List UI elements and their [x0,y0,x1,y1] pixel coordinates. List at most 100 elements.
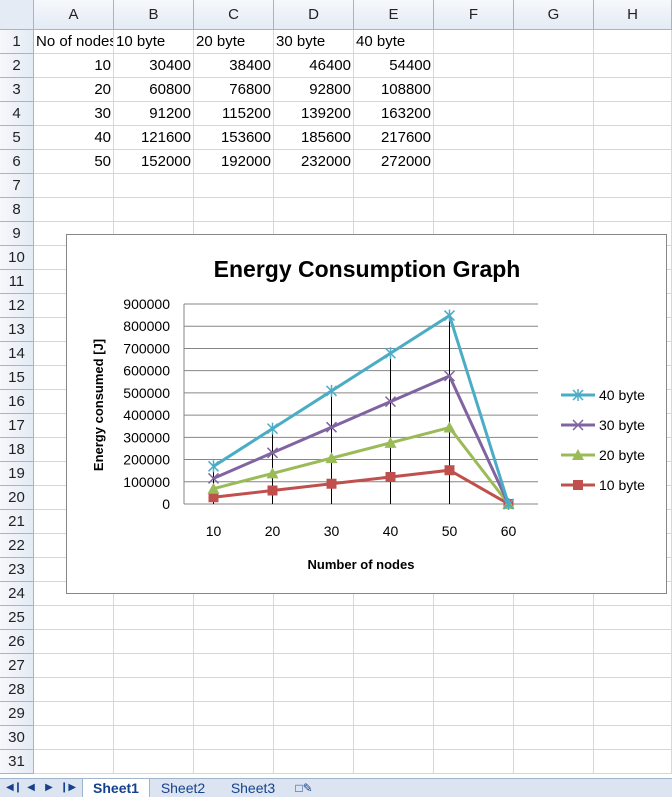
row-header-16[interactable]: 16 [0,390,34,414]
last-sheet-icon[interactable]: ❙▶ [60,782,77,793]
cell-b6[interactable]: 152000 [114,150,194,174]
cell-a31[interactable] [34,750,114,774]
cell-g7[interactable] [514,174,594,198]
first-sheet-icon[interactable]: ◀❙ [6,782,23,793]
cell-h27[interactable] [594,654,672,678]
column-header-d[interactable]: D [274,0,354,30]
cell-h2[interactable] [594,54,672,78]
cell-f2[interactable] [434,54,514,78]
cell-c30[interactable] [194,726,274,750]
cell-g5[interactable] [514,126,594,150]
cell-b3[interactable]: 60800 [114,78,194,102]
row-header-25[interactable]: 25 [0,606,34,630]
cell-g6[interactable] [514,150,594,174]
column-header-e[interactable]: E [354,0,434,30]
cell-f8[interactable] [434,198,514,222]
cell-g3[interactable] [514,78,594,102]
column-header-a[interactable]: A [34,0,114,30]
cell-f3[interactable] [434,78,514,102]
row-header-26[interactable]: 26 [0,630,34,654]
row-header-1[interactable]: 1 [0,30,34,54]
cell-d31[interactable] [274,750,354,774]
cell-c7[interactable] [194,174,274,198]
cell-e2[interactable]: 54400 [354,54,434,78]
prev-sheet-icon[interactable]: ◀ [27,782,35,793]
cell-b2[interactable]: 30400 [114,54,194,78]
cell-e5[interactable]: 217600 [354,126,434,150]
cell-e30[interactable] [354,726,434,750]
column-header-c[interactable]: C [194,0,274,30]
row-header-12[interactable]: 12 [0,294,34,318]
cell-b31[interactable] [114,750,194,774]
cell-c26[interactable] [194,630,274,654]
cell-c28[interactable] [194,678,274,702]
row-header-11[interactable]: 11 [0,270,34,294]
cell-d30[interactable] [274,726,354,750]
cell-a25[interactable] [34,606,114,630]
cell-e26[interactable] [354,630,434,654]
cell-g28[interactable] [514,678,594,702]
cell-h29[interactable] [594,702,672,726]
row-header-10[interactable]: 10 [0,246,34,270]
row-header-9[interactable]: 9 [0,222,34,246]
cell-b29[interactable] [114,702,194,726]
cell-b28[interactable] [114,678,194,702]
cell-b7[interactable] [114,174,194,198]
column-header-g[interactable]: G [514,0,594,30]
cell-h4[interactable] [594,102,672,126]
cell-h8[interactable] [594,198,672,222]
row-header-6[interactable]: 6 [0,150,34,174]
cell-h1[interactable] [594,30,672,54]
row-header-4[interactable]: 4 [0,102,34,126]
cell-c5[interactable]: 153600 [194,126,274,150]
cell-a24[interactable] [34,582,114,606]
row-header-22[interactable]: 22 [0,534,34,558]
cell-a28[interactable] [34,678,114,702]
cell-a6[interactable]: 50 [34,150,114,174]
row-header-30[interactable]: 30 [0,726,34,750]
row-header-14[interactable]: 14 [0,342,34,366]
cell-f4[interactable] [434,102,514,126]
row-header-2[interactable]: 2 [0,54,34,78]
cell-f25[interactable] [434,606,514,630]
cell-d1[interactable]: 30 byte [274,30,354,54]
cell-d3[interactable]: 92800 [274,78,354,102]
cell-d29[interactable] [274,702,354,726]
cell-d27[interactable] [274,654,354,678]
cell-g29[interactable] [514,702,594,726]
cell-g26[interactable] [514,630,594,654]
cell-g30[interactable] [514,726,594,750]
cell-f26[interactable] [434,630,514,654]
cell-b4[interactable]: 91200 [114,102,194,126]
cell-h25[interactable] [594,606,672,630]
cell-f24[interactable] [434,582,514,606]
cell-h31[interactable] [594,750,672,774]
cell-c8[interactable] [194,198,274,222]
cell-d26[interactable] [274,630,354,654]
cell-e1[interactable]: 40 byte [354,30,434,54]
cell-d7[interactable] [274,174,354,198]
cell-h30[interactable] [594,726,672,750]
cell-e3[interactable]: 108800 [354,78,434,102]
column-header-b[interactable]: B [114,0,194,30]
cell-g24[interactable] [514,582,594,606]
cell-c6[interactable]: 192000 [194,150,274,174]
cell-a7[interactable] [34,174,114,198]
cell-h28[interactable] [594,678,672,702]
cell-h5[interactable] [594,126,672,150]
cell-a27[interactable] [34,654,114,678]
row-header-18[interactable]: 18 [0,438,34,462]
cell-b8[interactable] [114,198,194,222]
cell-c2[interactable]: 38400 [194,54,274,78]
cell-c1[interactable]: 20 byte [194,30,274,54]
cell-f31[interactable] [434,750,514,774]
cell-d2[interactable]: 46400 [274,54,354,78]
cell-f29[interactable] [434,702,514,726]
insert-sheet-icon[interactable]: □✎ [295,781,313,795]
tab-sheet1[interactable]: Sheet1 [82,779,150,797]
cell-c29[interactable] [194,702,274,726]
energy-consumption-chart[interactable]: Energy Consumption Graph Number of nodes… [66,234,667,594]
row-header-28[interactable]: 28 [0,678,34,702]
cell-g27[interactable] [514,654,594,678]
cell-e24[interactable] [354,582,434,606]
